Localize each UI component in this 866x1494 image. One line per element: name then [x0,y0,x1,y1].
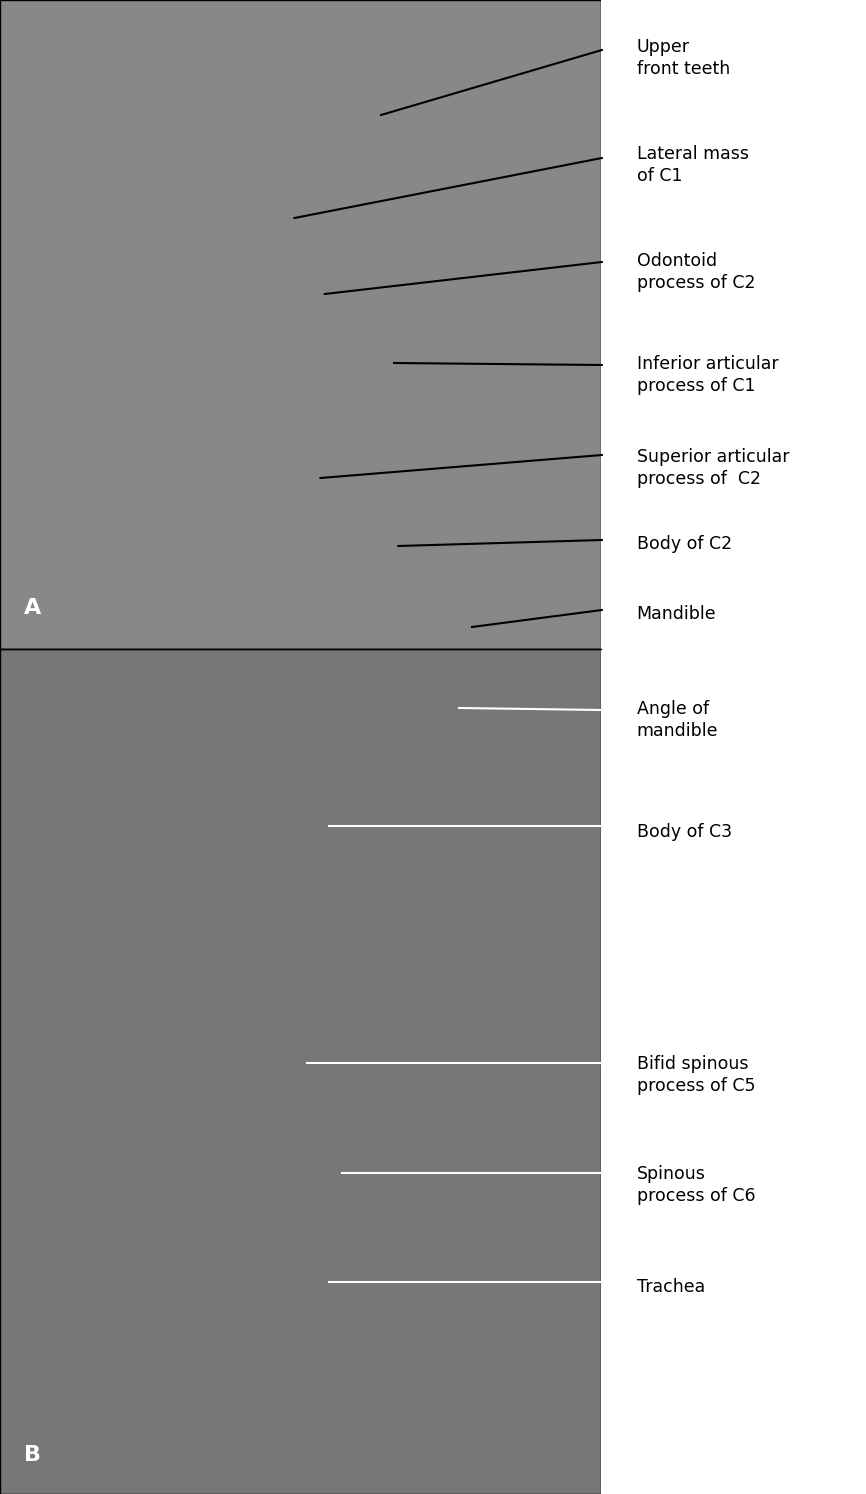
Text: Body of C3: Body of C3 [637,823,732,841]
Text: Spinous
process of C6: Spinous process of C6 [637,1165,755,1206]
Text: B: B [24,1445,42,1466]
Text: Trachea: Trachea [637,1277,705,1295]
Text: Lateral mass
of C1: Lateral mass of C1 [637,145,748,185]
Text: Inferior articular
process of C1: Inferior articular process of C1 [637,356,779,396]
Text: Mandible: Mandible [637,605,716,623]
Text: Superior articular
process of  C2: Superior articular process of C2 [637,448,789,489]
Text: A: A [24,598,42,619]
Bar [601,0,866,1494]
Text: Upper
front teeth: Upper front teeth [637,37,730,78]
Bar [0,0,601,648]
Text: Odontoid
process of C2: Odontoid process of C2 [637,252,755,293]
Text: Bifid spinous
process of C5: Bifid spinous process of C5 [637,1055,755,1095]
Text: Body of C2: Body of C2 [637,535,732,553]
Bar [0,648,601,1494]
Text: Angle of
mandible: Angle of mandible [637,701,718,740]
